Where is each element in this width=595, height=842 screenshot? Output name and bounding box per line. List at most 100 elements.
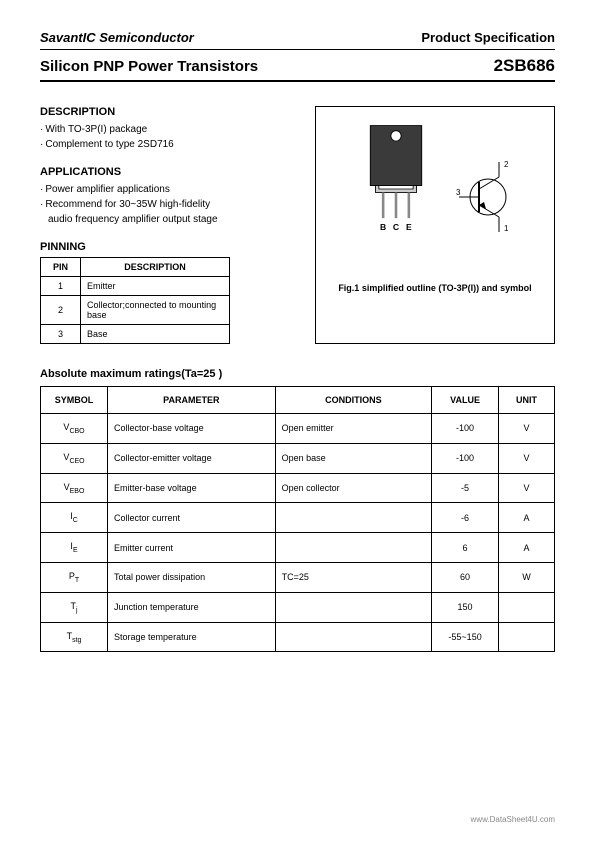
applications-heading: APPLICATIONS (40, 166, 299, 178)
abs-ratings-table: SYMBOL PARAMETER CONDITIONS VALUE UNIT V… (40, 386, 555, 652)
page-title: Silicon PNP Power Transistors (40, 58, 258, 75)
value-cell: -100 (432, 443, 499, 473)
spec-label: Product Specification (421, 30, 555, 45)
table-header-row: SYMBOL PARAMETER CONDITIONS VALUE UNIT (41, 387, 555, 414)
param-cell: Collector current (108, 503, 276, 533)
unit-cell (499, 592, 555, 622)
unit-cell: A (499, 533, 555, 563)
cond-cell: Open base (275, 443, 431, 473)
app-item: Power amplifier applications (40, 182, 299, 197)
unit-cell: W (499, 562, 555, 592)
symbol-cell: VCEO (41, 443, 108, 473)
value-cell: -6 (432, 503, 499, 533)
description-list: With TO-3P(I) package Complement to type… (40, 122, 299, 152)
table-row: TstgStorage temperature -55~150 (41, 622, 555, 652)
cond-cell (275, 622, 431, 652)
cond-cell (275, 503, 431, 533)
pin-cell: 1 (41, 277, 81, 296)
svg-text:2: 2 (504, 160, 509, 169)
table-row: ICCollector current -6A (41, 503, 555, 533)
content-row: DESCRIPTION With TO-3P(I) package Comple… (40, 106, 555, 344)
param-cell: Emitter current (108, 533, 276, 563)
table-row: PTTotal power dissipationTC=2560W (41, 562, 555, 592)
unit-cell: A (499, 503, 555, 533)
pinning-heading: PINNING (40, 241, 299, 253)
value-cell: 60 (432, 562, 499, 592)
param-cell: Junction temperature (108, 592, 276, 622)
param-cell: Collector-base voltage (108, 414, 276, 444)
unit-cell (499, 622, 555, 652)
table-row: IEEmitter current 6A (41, 533, 555, 563)
unit-cell: V (499, 473, 555, 503)
desc-item: With TO-3P(I) package (40, 122, 299, 137)
table-row: TjJunction temperature 150 (41, 592, 555, 622)
footer-link: www.DataSheet4U.com (471, 815, 555, 824)
symbol-cell: Tstg (41, 622, 108, 652)
company-name: SavantIC Semiconductor (40, 30, 194, 45)
description-heading: DESCRIPTION (40, 106, 299, 118)
symbol-cell: VCBO (41, 414, 108, 444)
pin-cell: 2 (41, 296, 81, 325)
value-cell: -100 (432, 414, 499, 444)
svg-text:B: B (380, 222, 386, 232)
abs-ratings-heading: Absolute maximum ratings(Ta=25 ) (40, 368, 555, 380)
param-cell: Emitter-base voltage (108, 473, 276, 503)
value-cell: -55~150 (432, 622, 499, 652)
transistor-symbol-icon: 3 2 1 (454, 157, 524, 237)
divider-2 (40, 80, 555, 82)
unit-cell: V (499, 443, 555, 473)
figure-caption: Fig.1 simplified outline (TO-3P(I)) and … (338, 283, 531, 293)
col-header: UNIT (499, 387, 555, 414)
value-cell: 150 (432, 592, 499, 622)
value-cell: -5 (432, 473, 499, 503)
table-row: VEBOEmitter-base voltageOpen collector-5… (41, 473, 555, 503)
param-cell: Collector-emitter voltage (108, 443, 276, 473)
svg-text:3: 3 (456, 188, 461, 197)
param-cell: Storage temperature (108, 622, 276, 652)
pinning-table: PIN DESCRIPTION 1 Emitter 2 Collector;co… (40, 257, 230, 344)
symbol-cell: Tj (41, 592, 108, 622)
symbol-cell: IE (41, 533, 108, 563)
pin-col-header: PIN (41, 258, 81, 277)
table-header-row: PIN DESCRIPTION (41, 258, 230, 277)
param-cell: Total power dissipation (108, 562, 276, 592)
header-row: SavantIC Semiconductor Product Specifica… (40, 30, 555, 45)
app-item: audio frequency amplifier output stage (48, 212, 299, 227)
desc-cell: Base (81, 325, 230, 344)
svg-text:C: C (393, 222, 399, 232)
package-outline-icon: B C E (346, 117, 446, 237)
desc-item: Complement to type 2SD716 (40, 137, 299, 152)
svg-text:1: 1 (504, 224, 509, 233)
symbol-cell: PT (41, 562, 108, 592)
cond-cell (275, 533, 431, 563)
app-item: Recommend for 30~35W high-fidelity (40, 197, 299, 212)
table-row: 3 Base (41, 325, 230, 344)
svg-text:E: E (406, 222, 412, 232)
symbol-cell: VEBO (41, 473, 108, 503)
col-header: SYMBOL (41, 387, 108, 414)
col-header: CONDITIONS (275, 387, 431, 414)
table-row: 1 Emitter (41, 277, 230, 296)
part-number: 2SB686 (494, 56, 555, 76)
figure-box: B C E 3 2 1 Fig.1 simplified outline (TO… (315, 106, 555, 344)
cond-cell (275, 592, 431, 622)
desc-cell: Collector;connected to mounting base (81, 296, 230, 325)
value-cell: 6 (432, 533, 499, 563)
left-column: DESCRIPTION With TO-3P(I) package Comple… (40, 106, 299, 344)
pin-cell: 3 (41, 325, 81, 344)
title-row: Silicon PNP Power Transistors 2SB686 (40, 56, 555, 76)
desc-cell: Emitter (81, 277, 230, 296)
symbol-cell: IC (41, 503, 108, 533)
unit-cell: V (499, 414, 555, 444)
divider-1 (40, 49, 555, 50)
cond-cell: Open emitter (275, 414, 431, 444)
table-row: 2 Collector;connected to mounting base (41, 296, 230, 325)
table-row: VCBOCollector-base voltageOpen emitter-1… (41, 414, 555, 444)
table-row: VCEOCollector-emitter voltageOpen base-1… (41, 443, 555, 473)
cond-cell: Open collector (275, 473, 431, 503)
cond-cell: TC=25 (275, 562, 431, 592)
figure-inner: B C E 3 2 1 (326, 117, 544, 277)
col-header: PARAMETER (108, 387, 276, 414)
applications-list: Power amplifier applications Recommend f… (40, 182, 299, 227)
desc-col-header: DESCRIPTION (81, 258, 230, 277)
